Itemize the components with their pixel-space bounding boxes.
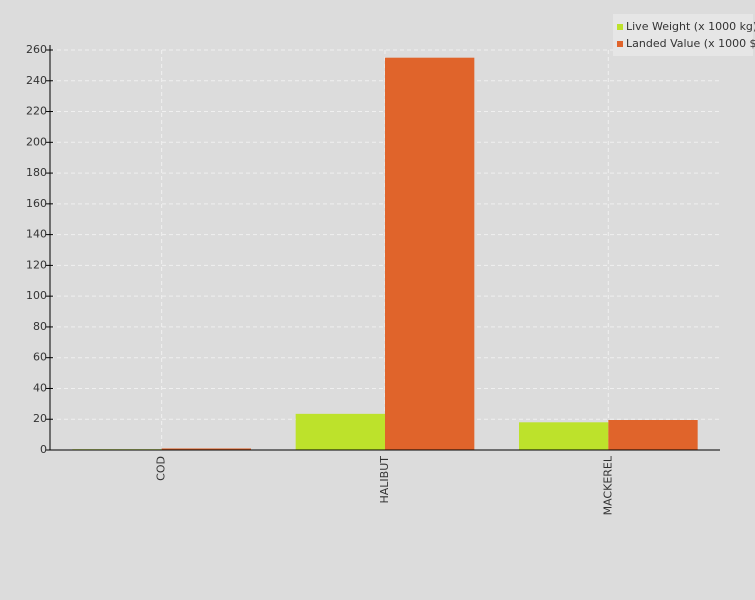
y-tick-label: 160 [26,197,47,210]
y-tick-label: 0 [40,443,47,456]
bar [385,57,475,450]
y-tick-label: 20 [33,412,47,425]
legend-swatch [617,41,623,47]
y-tick-label: 120 [26,258,47,271]
bar [608,420,698,450]
legend-swatch [617,24,623,30]
y-tick-label: 80 [33,320,47,333]
x-tick-label: MACKEREL [601,455,614,515]
bar [295,413,385,450]
y-tick-label: 100 [26,289,47,302]
legend-label: Landed Value (x 1000 $) [626,37,755,50]
legend-label: Live Weight (x 1000 kg) [626,20,755,33]
y-tick-label: 260 [26,43,47,56]
y-tick-label: 180 [26,166,47,179]
bar [161,448,251,450]
x-tick-label: HALIBUT [378,456,391,504]
y-tick-label: 240 [26,74,47,87]
y-tick-label: 60 [33,351,47,364]
y-tick-label: 220 [26,105,47,118]
y-tick-label: 40 [33,381,47,394]
y-tick-label: 200 [26,135,47,148]
y-tick-label: 140 [26,228,47,241]
x-tick-label: COD [155,456,168,481]
legend: Live Weight (x 1000 kg) Landed Value (x 1… [613,14,755,56]
bar [519,422,609,450]
legend-box [613,14,753,56]
